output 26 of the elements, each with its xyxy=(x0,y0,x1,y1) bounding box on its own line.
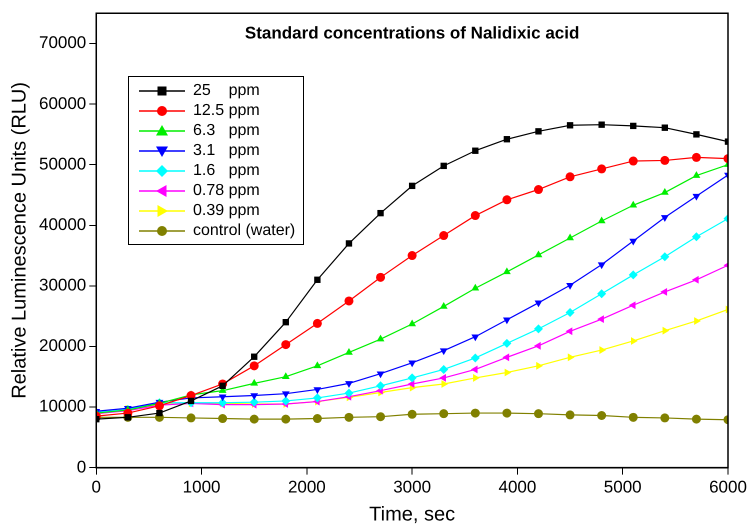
x-tick-label: 6000 xyxy=(709,477,747,496)
legend-label: 6.3 ppm xyxy=(193,121,260,140)
legend-label: 0.39 ppm xyxy=(193,201,260,220)
x-tick-label: 5000 xyxy=(604,477,642,496)
y-axis-title: Relative Luminescence Units (RLU) xyxy=(8,82,31,399)
y-tick-label: 0 xyxy=(76,457,86,476)
legend-label: control (water) xyxy=(193,221,296,240)
x-tick-label: 2000 xyxy=(288,477,326,496)
y-tick-label: 40000 xyxy=(38,214,86,234)
legend-label: 0.78 ppm xyxy=(193,181,260,200)
x-tick-label: 1000 xyxy=(182,477,220,496)
x-axis-title: Time, sec xyxy=(369,504,456,526)
legend-label: 3.1 ppm xyxy=(193,141,260,160)
x-tick-label: 0 xyxy=(92,477,102,496)
y-tick-label: 30000 xyxy=(38,276,86,295)
text: Standard concentrations of Nalidixic acid xyxy=(244,23,580,42)
y-tick-label: 60000 xyxy=(38,94,86,113)
legend-label: 25 ppm xyxy=(193,81,260,100)
legend-label: 1.6 ppm xyxy=(193,161,260,180)
x-tick-label: 3000 xyxy=(393,477,432,496)
y-tick-label: 70000 xyxy=(38,33,86,52)
y-tick-label: 20000 xyxy=(38,336,86,356)
y-tick-label: 50000 xyxy=(38,154,86,174)
y-tick-label: 10000 xyxy=(38,396,86,416)
legend-label: 12.5 ppm xyxy=(193,101,260,120)
x-tick-label: 4000 xyxy=(498,477,536,496)
